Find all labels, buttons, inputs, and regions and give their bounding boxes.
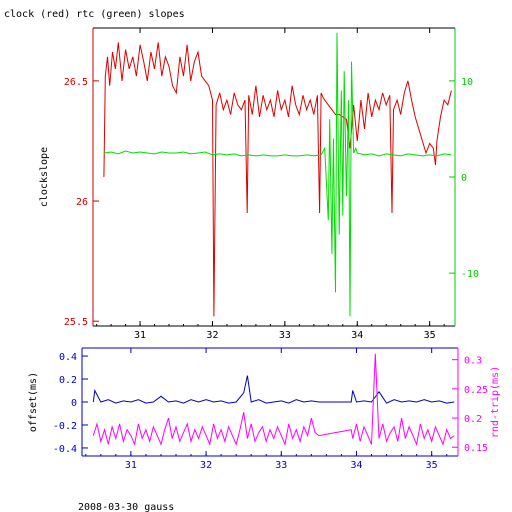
slopes-series-line-0 <box>103 42 452 317</box>
slopes-y2-tick-label: 0 <box>461 173 467 184</box>
offset-x-tick-label: 32 <box>200 460 212 471</box>
slopes-x-tick-label: 35 <box>424 330 436 341</box>
offset-series-line-1 <box>92 353 455 447</box>
slopes-y-axis-label: clockslope <box>39 147 50 207</box>
offset-y-tick-label: 0.2 <box>59 375 77 386</box>
chart-title: clock (red) rtc (green) slopes <box>4 9 185 20</box>
offset-panel: 31 32 33 34 35 -0.4 -0.2 0 0.2 0.4 0.15 0.2 0.25 0.3 o… <box>28 347 501 471</box>
offset-y2-axis-label: rnd-trip(ms) <box>490 366 501 438</box>
slopes-y-tick-label: 26.5 <box>64 77 88 88</box>
slopes-series-line-1 <box>103 32 452 317</box>
slopes-x-tick-label: 32 <box>206 330 218 341</box>
offset-y-tick-label: -0.2 <box>53 421 77 432</box>
offset-y2-tick-label: 0.25 <box>464 385 488 396</box>
offset-y2-tick-label: 0.2 <box>464 414 482 425</box>
slopes-x-tick-label: 34 <box>351 330 363 341</box>
offset-y-axis-label: offset(ms) <box>28 372 39 432</box>
offset-y-tick-label: 0.4 <box>59 352 77 363</box>
slopes-y-tick-label: 25.5 <box>64 317 88 328</box>
offset-x-tick-label: 31 <box>125 460 137 471</box>
chart-caption: 2008-03-30 gauss <box>78 502 174 512</box>
offset-y-tick-label: 0 <box>71 398 77 409</box>
offset-series-line-0 <box>92 375 455 404</box>
offset-x-tick-label: 33 <box>275 460 287 471</box>
slopes-x-tick-label: 33 <box>279 330 291 341</box>
slopes-y2-tick-label: -10 <box>461 269 479 280</box>
offset-y-tick-label: -0.4 <box>53 444 77 455</box>
offset-x-tick-label: 35 <box>426 460 438 471</box>
offset-x-tick-label: 34 <box>350 460 362 471</box>
slopes-y2-tick-label: 10 <box>461 77 473 88</box>
offset-y2-tick-label: 0.15 <box>464 443 488 454</box>
slopes-x-tick-label: 31 <box>134 330 146 341</box>
slopes-panel: 31 32 33 34 35 25.5 26 26.5 -10 0 10 clockslope <box>39 27 479 341</box>
offset-y2-tick-label: 0.3 <box>464 356 482 367</box>
slopes-y-tick-label: 26 <box>76 197 88 208</box>
